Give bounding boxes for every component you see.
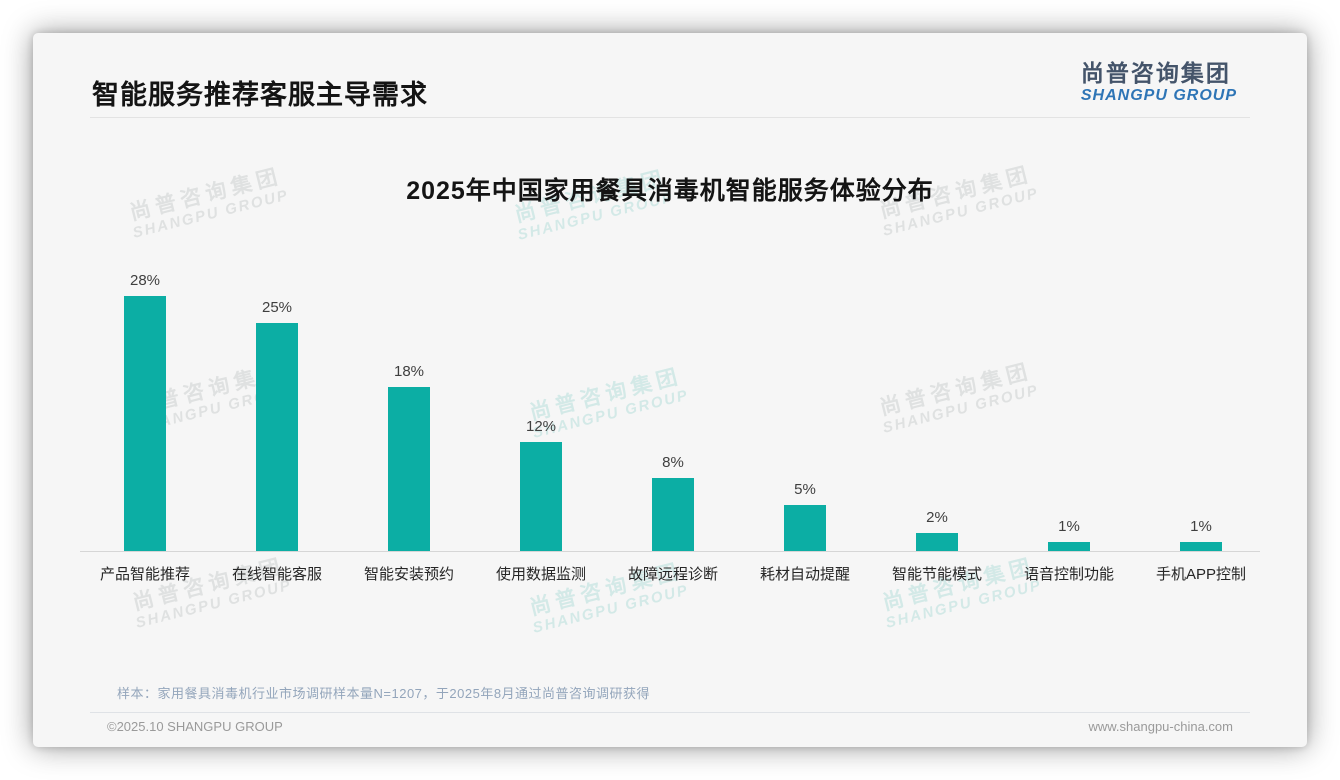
- bar-column: 25%: [211, 299, 343, 551]
- x-axis-tick-label: 手机APP控制: [1155, 566, 1246, 583]
- x-axis-tick-label: 产品智能推荐: [99, 566, 190, 583]
- watermark-line2: SHANGPU GROUP: [884, 576, 1044, 632]
- bar: [916, 533, 958, 551]
- bar-column: 1%: [1003, 518, 1135, 551]
- bar-column: 12%: [475, 418, 607, 551]
- bar: [388, 387, 430, 551]
- bar-value-label: 18%: [393, 363, 425, 380]
- x-axis-category-labels: 产品智能推荐 在线智能客服 智能安装预约 使用数据监测 故障远程诊断 耗材自动提醒 智能节能…: [79, 563, 1267, 584]
- bar-value-label: 12%: [525, 418, 557, 435]
- watermark-line2: SHANGPU GROUP: [531, 581, 691, 637]
- bar: [1180, 542, 1222, 551]
- bar-chart-plot: 28% 25% 18% 12% 8% 5% 2% 1% 1%: [79, 33, 1267, 551]
- bar-column: 28%: [79, 272, 211, 551]
- x-axis-tick-label: 耗材自动提醒: [759, 566, 850, 583]
- slide-card: 智能服务推荐客服主导需求 尚普咨询集团 SHANGPU GROUP 尚普咨询集团…: [33, 33, 1307, 747]
- watermark-line2: SHANGPU GROUP: [134, 576, 294, 632]
- shangpu-logo: 尚普咨询集团 SHANGPU GROUP: [1080, 60, 1237, 105]
- bar-column: 1%: [1135, 518, 1267, 551]
- bar: [652, 478, 694, 551]
- bar-value-label: 5%: [794, 481, 816, 498]
- website-url: www.shangpu-china.com: [1088, 719, 1233, 734]
- logo-english-text: SHANGPU GROUP: [1080, 87, 1237, 105]
- bar: [520, 442, 562, 551]
- bar: [1048, 542, 1090, 551]
- bar-value-label: 25%: [261, 299, 293, 316]
- page-title: 智能服务推荐客服主导需求: [92, 80, 428, 110]
- bar: [256, 323, 298, 551]
- bar-column: 2%: [871, 509, 1003, 551]
- bar-value-label: 28%: [129, 272, 161, 289]
- bar: [784, 505, 826, 551]
- footer-divider: [90, 712, 1250, 713]
- x-axis-line: [80, 551, 1260, 552]
- bar: [124, 296, 166, 551]
- x-axis-tick-label: 智能节能模式: [891, 566, 982, 583]
- bar-value-label: 1%: [1058, 518, 1080, 535]
- x-axis-tick-label: 使用数据监测: [495, 566, 586, 583]
- chart-title: 2025年中国家用餐具消毒机智能服务体验分布: [406, 177, 934, 205]
- bar-value-label: 1%: [1190, 518, 1212, 535]
- logo-chinese-text: 尚普咨询集团: [1080, 60, 1231, 86]
- bar-value-label: 8%: [662, 454, 684, 471]
- sample-footnote: 样本：家用餐具消毒机行业市场调研样本量N=1207，于2025年8月通过尚普咨询…: [117, 686, 651, 701]
- copyright-text: ©2025.10 SHANGPU GROUP: [107, 719, 283, 734]
- x-axis-tick-label: 语音控制功能: [1023, 566, 1114, 583]
- slide-header: 智能服务推荐客服主导需求 尚普咨询集团 SHANGPU GROUP: [33, 33, 1307, 118]
- bar-column: 8%: [607, 454, 739, 551]
- x-axis-tick-label: 故障远程诊断: [627, 566, 718, 583]
- x-axis-tick-label: 智能安装预约: [363, 566, 454, 583]
- bar-value-label: 2%: [926, 509, 948, 526]
- header-divider: [90, 117, 1250, 118]
- x-axis-tick-label: 在线智能客服: [231, 566, 322, 583]
- bar-column: 18%: [343, 363, 475, 551]
- bar-column: 5%: [739, 481, 871, 551]
